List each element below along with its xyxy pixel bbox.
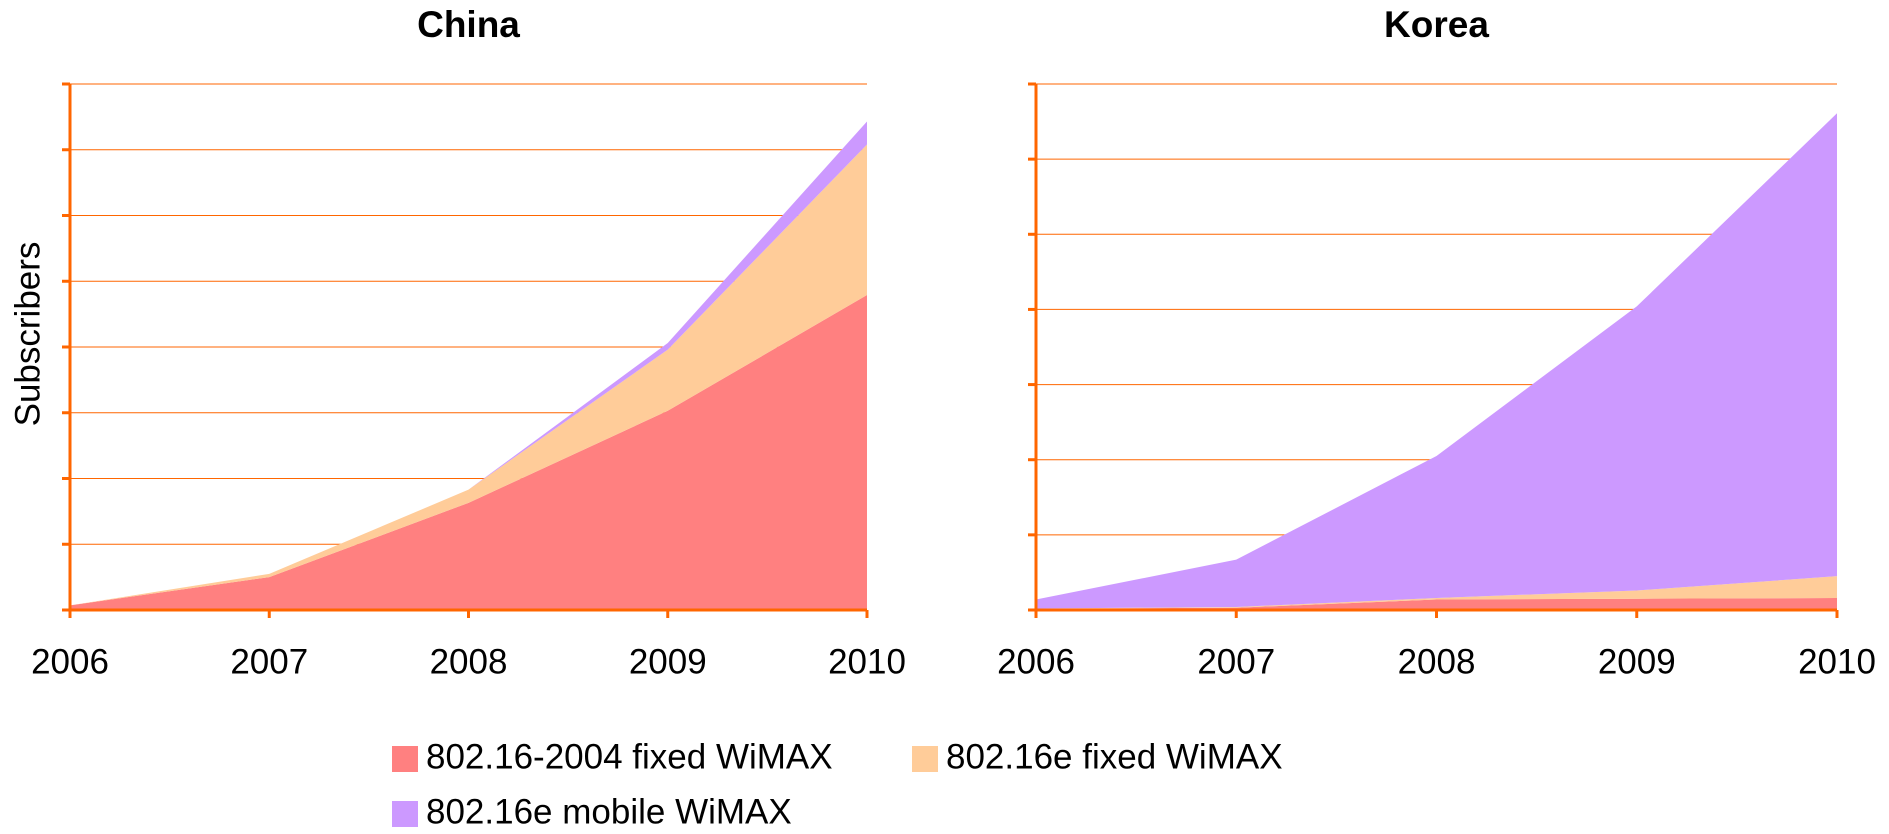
- x-tick-label: 2009: [629, 642, 707, 681]
- x-tick-label: 2010: [1798, 642, 1876, 681]
- area: [70, 144, 867, 606]
- area: [1036, 113, 1837, 609]
- area: [70, 295, 867, 610]
- x-tick-label: 2006: [31, 642, 109, 681]
- x-tick-label: 2007: [230, 642, 308, 681]
- area: [1036, 597, 1837, 610]
- x-tick-label: 2006: [997, 642, 1075, 681]
- legend-label: 802.16e mobile WiMAX: [426, 792, 792, 831]
- chart-title: China: [417, 4, 520, 45]
- x-tick-label: 2007: [1197, 642, 1275, 681]
- legend-label: 802.16e fixed WiMAX: [946, 737, 1283, 776]
- area: [1036, 576, 1837, 609]
- legend-swatch: [912, 746, 938, 772]
- legend-label: 802.16-2004 fixed WiMAX: [426, 737, 833, 776]
- legend-swatch: [392, 746, 418, 772]
- legend-swatch: [392, 801, 418, 827]
- chart-title: Korea: [1384, 4, 1489, 45]
- x-tick-label: 2009: [1598, 642, 1676, 681]
- x-tick-label: 2010: [828, 642, 906, 681]
- x-tick-label: 2008: [430, 642, 508, 681]
- x-tick-label: 2008: [1398, 642, 1476, 681]
- y-axis-label: Subscribers: [8, 242, 47, 427]
